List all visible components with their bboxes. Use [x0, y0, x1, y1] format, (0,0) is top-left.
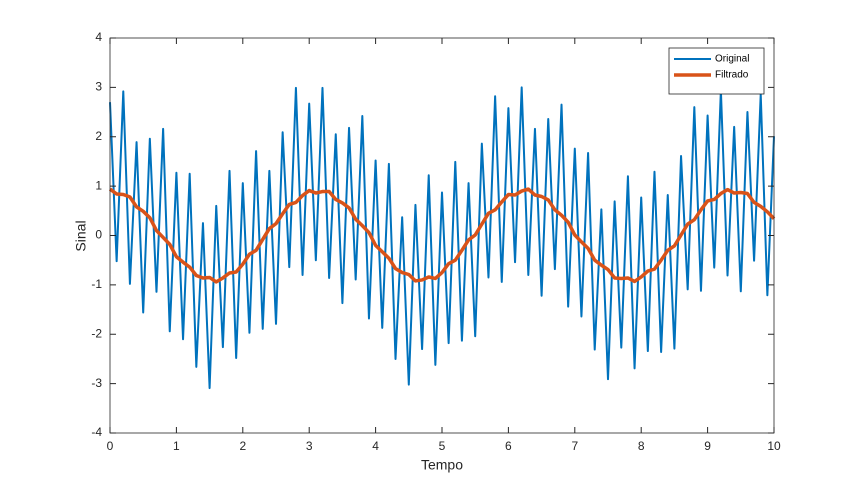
plot-area	[110, 38, 774, 433]
y-tick-label: -3	[91, 376, 102, 390]
y-tick-label: 2	[95, 129, 102, 143]
x-tick-label: 1	[173, 439, 180, 453]
series-line	[108, 187, 776, 284]
x-tick-label: 8	[638, 439, 645, 453]
y-tick-label: 4	[95, 30, 102, 44]
y-tick-label: 1	[95, 178, 102, 192]
x-tick-label: 9	[704, 439, 711, 453]
x-tick-label: 5	[439, 439, 446, 453]
x-tick-label: 2	[239, 439, 246, 453]
y-tick-label: -1	[91, 277, 102, 291]
legend-box	[668, 47, 765, 95]
x-tick-label: 6	[505, 439, 512, 453]
series-line	[109, 86, 775, 390]
x-tick-label: 0	[107, 439, 114, 453]
x-axis-label: Tempo	[421, 457, 463, 473]
legend-label: Original	[715, 54, 749, 65]
legend-label: Filtrado	[715, 70, 749, 81]
x-tick-label: 7	[571, 439, 578, 453]
y-tick-label: 3	[95, 80, 102, 94]
y-tick-label: -2	[91, 326, 102, 340]
y-axis-label: Sinal	[73, 220, 89, 251]
x-tick-label: 10	[767, 439, 781, 453]
y-tick-label: -4	[91, 425, 102, 439]
x-tick-label: 4	[372, 439, 379, 453]
y-tick-label: 0	[95, 228, 102, 242]
x-tick-label: 3	[306, 439, 313, 453]
